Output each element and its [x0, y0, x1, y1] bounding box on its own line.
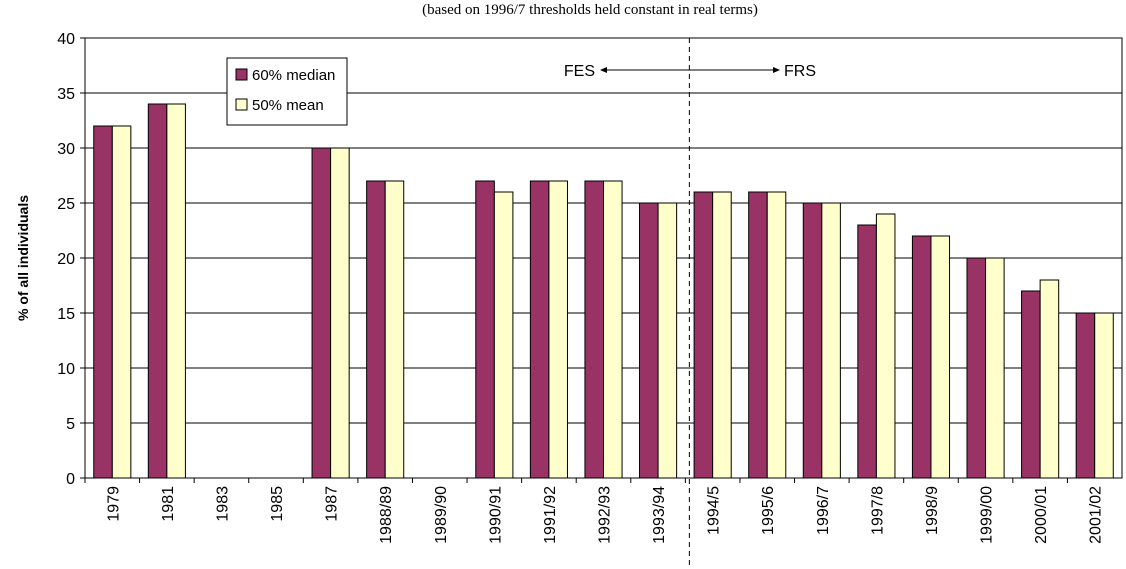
- x-tick-label: 1987: [324, 486, 341, 522]
- y-tick-label: 35: [57, 86, 75, 103]
- x-tick-label: 2001/02: [1088, 486, 1105, 544]
- bar: [930, 235, 951, 479]
- bar: [857, 224, 877, 479]
- bar: [584, 180, 605, 479]
- y-tick-label: 20: [57, 251, 75, 268]
- bar: [693, 191, 714, 479]
- x-tick-label: 1990/91: [487, 486, 504, 544]
- y-tick-label: 15: [57, 306, 75, 323]
- bar: [911, 235, 932, 479]
- x-tick-label: 2000/01: [1033, 486, 1050, 544]
- bar: [147, 103, 168, 479]
- bar: [1075, 312, 1096, 479]
- y-tick-label: 30: [57, 141, 75, 158]
- x-tick-label: 1996/7: [815, 486, 832, 535]
- x-tick-label: 1991/92: [542, 486, 559, 544]
- bar: [748, 191, 768, 479]
- bar: [384, 180, 405, 479]
- x-tick-label: 1998/9: [924, 486, 941, 535]
- bar: [166, 103, 186, 479]
- x-tick-label: 1989/90: [433, 486, 450, 544]
- legend-swatch: [235, 98, 248, 111]
- bar: [330, 147, 350, 479]
- bar: [93, 125, 113, 479]
- x-tick-label: 1997/8: [869, 486, 886, 535]
- bar: [1039, 279, 1060, 479]
- y-tick-label: 0: [66, 471, 75, 488]
- bar: [548, 180, 568, 479]
- x-tick-label: 1994/5: [706, 486, 723, 535]
- x-tick-label: 1992/93: [597, 486, 614, 544]
- y-tick-label: 40: [57, 31, 75, 48]
- bar: [311, 147, 332, 479]
- x-tick-label: 1999/00: [979, 486, 996, 544]
- y-tick-label: 5: [66, 416, 75, 433]
- chart-subtitle: (based on 1996/7 thresholds held constan…: [422, 2, 758, 18]
- bar: [475, 180, 495, 479]
- y-tick-label: 10: [57, 361, 75, 378]
- x-tick-label: 1983: [214, 486, 231, 522]
- bar: [1021, 290, 1041, 479]
- legend-label: 60% median: [252, 67, 335, 84]
- bar: [985, 257, 1005, 479]
- bar: [875, 213, 896, 479]
- bar: [639, 202, 659, 479]
- y-tick-label: 25: [57, 196, 75, 213]
- bar: [966, 257, 987, 479]
- annotation: FRS: [784, 63, 816, 80]
- bar: [712, 191, 732, 479]
- x-tick-label: 1993/94: [651, 486, 668, 544]
- bar: [821, 202, 841, 479]
- bar: [493, 191, 514, 479]
- x-tick-label: 1979: [105, 486, 122, 522]
- legend-label: 50% mean: [252, 97, 324, 114]
- bar: [766, 191, 787, 479]
- bar: [603, 180, 623, 479]
- bar: [657, 202, 678, 479]
- x-tick-label: 1985: [269, 486, 286, 522]
- annotation: FES: [564, 63, 595, 80]
- y-axis-label: % of all individuals: [15, 195, 31, 321]
- legend-swatch: [235, 68, 248, 81]
- bar: [802, 202, 823, 479]
- bar: [366, 180, 386, 479]
- x-tick-label: 1981: [160, 486, 177, 522]
- x-tick-label: 1995/6: [760, 486, 777, 535]
- x-tick-label: 1988/89: [378, 486, 395, 544]
- bar: [529, 180, 550, 479]
- bar: [1094, 312, 1114, 479]
- bar: [111, 125, 132, 479]
